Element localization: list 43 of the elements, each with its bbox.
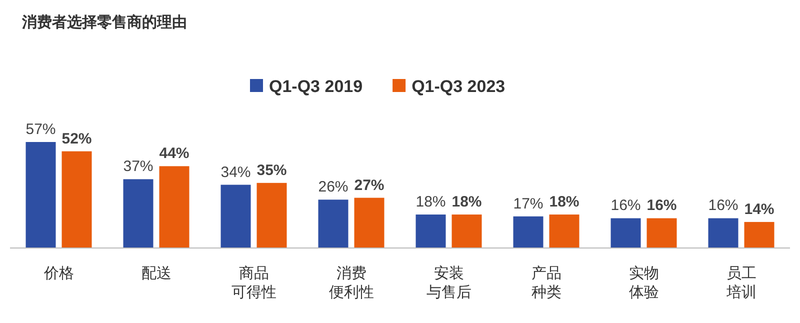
chart-title: 消费者选择零售商的理由 [21, 13, 187, 31]
bar [744, 222, 774, 248]
bar [256, 182, 287, 248]
data-label: 18% [416, 194, 446, 211]
bar [123, 179, 154, 248]
data-label: 57% [26, 121, 56, 138]
data-label: 52% [62, 130, 92, 148]
bar [26, 142, 56, 248]
data-label: 17% [513, 195, 544, 212]
bar [610, 218, 641, 248]
bar [416, 214, 446, 248]
x-tick-label: 安装与售后 [426, 265, 472, 301]
bar [318, 200, 348, 248]
bar [708, 218, 738, 248]
bar [452, 214, 482, 248]
legend-label: Q1-Q3 2023 [412, 77, 506, 96]
legend-label: Q1-Q3 2019 [269, 77, 363, 96]
x-tick-label: 实物体验 [628, 265, 659, 301]
data-label: 18% [549, 194, 580, 211]
data-label: 16% [708, 197, 738, 214]
x-tick-label: 配送 [141, 265, 172, 282]
bar [513, 216, 544, 248]
x-tick-label: 价格 [42, 265, 74, 282]
data-label: 26% [318, 178, 348, 196]
x-tick-label: 商品可得性 [231, 265, 276, 301]
data-label: 16% [646, 197, 677, 214]
data-label: 27% [354, 176, 384, 194]
data-label: 14% [744, 200, 774, 218]
bar [549, 214, 580, 248]
x-tick-label: 员工培训 [725, 265, 756, 301]
bar [159, 166, 190, 248]
bar [354, 198, 384, 248]
bar [220, 184, 251, 248]
data-label: 18% [452, 194, 482, 211]
data-label: 44% [159, 145, 190, 162]
data-label: 16% [610, 197, 641, 214]
data-label: 35% [256, 162, 287, 179]
data-label: 37% [123, 158, 154, 176]
x-tick-label: 产品种类 [531, 265, 562, 301]
bar [646, 218, 677, 248]
data-label: 34% [220, 164, 251, 181]
bar [62, 151, 92, 248]
x-tick-label: 消费便利性 [328, 265, 374, 301]
